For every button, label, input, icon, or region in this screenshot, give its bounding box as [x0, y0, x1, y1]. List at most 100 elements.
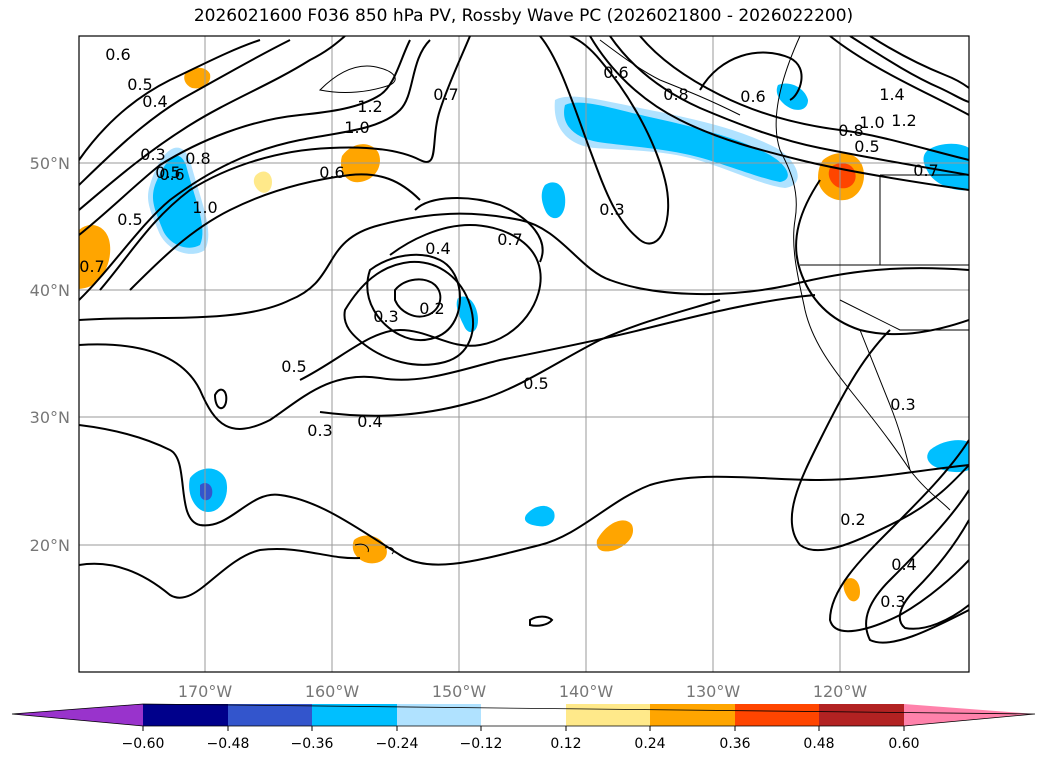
contour-label: 0.6 — [319, 163, 344, 182]
anomaly-shading — [79, 67, 969, 602]
contour-label: 0.5 — [155, 163, 180, 182]
anomaly-positive-5 — [352, 535, 387, 564]
contour-line — [414, 197, 544, 263]
contour-label: 1.0 — [192, 198, 217, 217]
contour-label: 0.6 — [740, 87, 765, 106]
contour-line — [79, 36, 346, 211]
contour-label: 0.4 — [425, 239, 450, 258]
colorbar-segment — [735, 704, 819, 726]
contour-label: 0.8 — [838, 121, 863, 140]
contour-label: 0.4 — [891, 555, 916, 574]
colorbar-segment — [228, 704, 312, 726]
state-borders — [800, 174, 969, 331]
contour-label: 0.6 — [603, 63, 628, 82]
coastlines — [318, 36, 969, 555]
anomaly-negative-9 — [776, 83, 808, 110]
contour-line — [865, 489, 969, 644]
coastline-hawaii — [354, 543, 395, 555]
colorbar-tick-label: −0.12 — [460, 736, 503, 752]
contour-line — [79, 39, 411, 236]
anomaly-positive-8 — [843, 578, 860, 602]
contour-line — [366, 253, 461, 341]
contour-line — [213, 388, 228, 410]
anomaly-positive-1 — [79, 225, 111, 289]
contour-label: 0.5 — [281, 357, 306, 376]
colorbar-segment — [481, 704, 566, 726]
contour-label: 0.6 — [159, 165, 184, 184]
lat-label: 30°N — [30, 408, 70, 427]
map-gridlines — [79, 36, 969, 672]
contour-line — [299, 223, 542, 381]
colorbar-tick-label: 0.36 — [719, 736, 750, 752]
map-content: 0.6 0.5 0.4 0.3 0.5 0.6 0.8 1.0 0.5 0.7 … — [79, 36, 969, 672]
contour-line — [639, 36, 969, 161]
coastline-north-america — [775, 36, 951, 511]
coastline-alaska — [318, 65, 396, 93]
contour-line — [828, 439, 969, 633]
anomaly-positive-7 — [596, 520, 634, 552]
contour-label: 0.5 — [117, 210, 142, 229]
contour-label: 0.3 — [140, 145, 165, 164]
colorbar-extend-max — [904, 704, 1035, 726]
colorbar-segment — [650, 704, 735, 726]
contour-line — [79, 424, 969, 566]
contour-label: 0.4 — [357, 412, 382, 431]
contour-line — [795, 179, 969, 336]
colorbar-segment — [312, 704, 397, 726]
contour-line — [849, 36, 969, 103]
contour-line — [79, 39, 261, 161]
contour-label: 0.3 — [307, 421, 332, 440]
contour-line — [79, 39, 291, 186]
contour-line — [394, 278, 442, 318]
contour-line — [829, 36, 969, 116]
contour-label: 0.8 — [663, 85, 688, 104]
contour-line — [129, 173, 421, 291]
colorbar-tick-labels: −0.60 −0.48 −0.36 −0.24 −0.12 0.12 0.24 … — [122, 736, 920, 752]
contour-line — [529, 615, 554, 627]
contour-line — [79, 548, 361, 599]
contour-label: 1.2 — [357, 97, 382, 116]
colorbar-tick-label: 0.12 — [550, 736, 581, 752]
colorbar-tick-label: −0.60 — [122, 736, 165, 752]
contour-label: 0.8 — [185, 149, 210, 168]
contour-line — [539, 36, 670, 245]
map-title: 2026021600 F036 850 hPa PV, Rossby Wave … — [193, 6, 854, 26]
anomaly-negative-5 — [189, 468, 228, 512]
map-background — [79, 36, 969, 672]
contour-label: 0.2 — [840, 510, 865, 529]
colorbar-tick-label: −0.36 — [291, 736, 334, 752]
coastline-alaska-panhandle — [599, 39, 741, 116]
contour-label: 0.6 — [105, 45, 130, 64]
contour-line — [699, 51, 803, 101]
anomaly-negative-2 — [554, 96, 798, 188]
colorbar-extend-min — [12, 704, 143, 726]
colorbar-segment — [566, 704, 650, 726]
contour-label: 0.3 — [599, 200, 624, 219]
contour-labels: 0.6 0.5 0.4 0.3 0.5 0.6 0.8 1.0 0.5 0.7 … — [79, 45, 938, 611]
contour-label: 0.5 — [127, 75, 152, 94]
colorbar-tick-label: 0.60 — [888, 736, 919, 752]
contour-line — [79, 212, 969, 321]
anomaly-positive-4 — [253, 171, 272, 193]
lon-label: 140°W — [559, 682, 614, 701]
colorbar-tick-label: −0.24 — [376, 736, 419, 752]
contour-line — [319, 299, 721, 417]
map-frame — [78, 35, 970, 673]
contour-label: 0.3 — [373, 307, 398, 326]
contour-label: 0.5 — [523, 374, 548, 393]
contour-line — [609, 36, 969, 176]
anomaly-negative-7 — [923, 143, 969, 191]
anomaly-negative-6 — [524, 505, 555, 527]
lon-label: 120°W — [813, 682, 868, 701]
colorbar-tick-label: 0.24 — [634, 736, 665, 752]
contour-label: 0.2 — [419, 299, 444, 318]
lon-label: 170°W — [178, 682, 233, 701]
pv-contours — [79, 36, 969, 644]
colorbar-tick-label: 0.48 — [803, 736, 834, 752]
lat-label: 40°N — [30, 281, 70, 300]
colorbar-segment — [819, 704, 904, 726]
longitude-labels: 170°W 160°W 150°W 140°W 130°W 120°W — [178, 682, 868, 701]
contour-line — [898, 519, 969, 630]
anomaly-negative-8 — [927, 440, 969, 473]
